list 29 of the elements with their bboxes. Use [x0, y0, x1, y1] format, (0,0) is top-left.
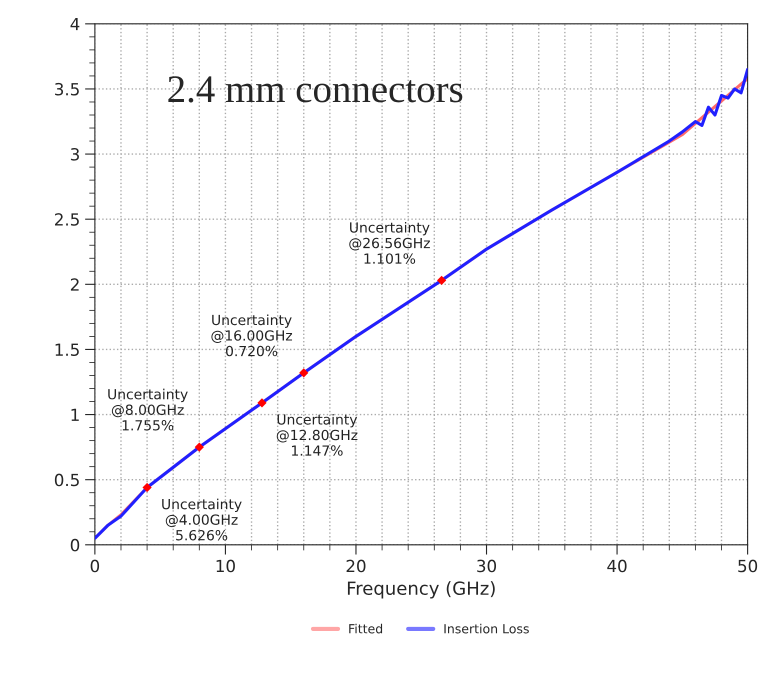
- x-tick-label: 30: [477, 560, 496, 572]
- point: [194, 442, 204, 452]
- x-tick-label: 20: [346, 560, 366, 572]
- annotation: Uncertainty @4.00GHz 5.626%: [162, 498, 242, 540]
- y-tick-label: 2.5: [55, 213, 79, 226]
- point: [437, 276, 446, 286]
- annotation: Uncertainty @12.80GHz 1.147%: [276, 414, 358, 456]
- text: 2.4 mm connectors: [168, 76, 462, 103]
- x-axis-title: Frequency (GHz): [348, 581, 495, 599]
- annotation: Uncertainty @16.00GHz 0.720%: [211, 314, 292, 356]
- point: [257, 398, 267, 408]
- x-tick-label: 50: [738, 560, 758, 572]
- y-tick-label: 1.5: [56, 344, 79, 356]
- y-tick-label: 3.5: [55, 82, 79, 96]
- y-tick-label: 3: [70, 148, 79, 161]
- point: [299, 368, 308, 378]
- annotation: Uncertainty @8.00GHz 1.755%: [108, 388, 188, 431]
- annotation: Uncertainty @26.56GHz 1.101%: [349, 222, 430, 264]
- y-tick-label: 0: [70, 538, 80, 552]
- y-tick-label: 2: [70, 278, 79, 291]
- legend-label: Insertion Loss: [444, 624, 529, 634]
- y-tick-label: 0.5: [54, 474, 79, 486]
- x-tick-label: 10: [216, 560, 235, 572]
- legend-label: Fitted: [349, 624, 382, 634]
- point: [142, 482, 152, 492]
- y-tick-label: 4: [70, 18, 80, 30]
- x-tick-label: 0: [90, 560, 100, 572]
- y-tick-label: 1: [72, 408, 79, 421]
- x-tick-label: 40: [607, 560, 627, 572]
